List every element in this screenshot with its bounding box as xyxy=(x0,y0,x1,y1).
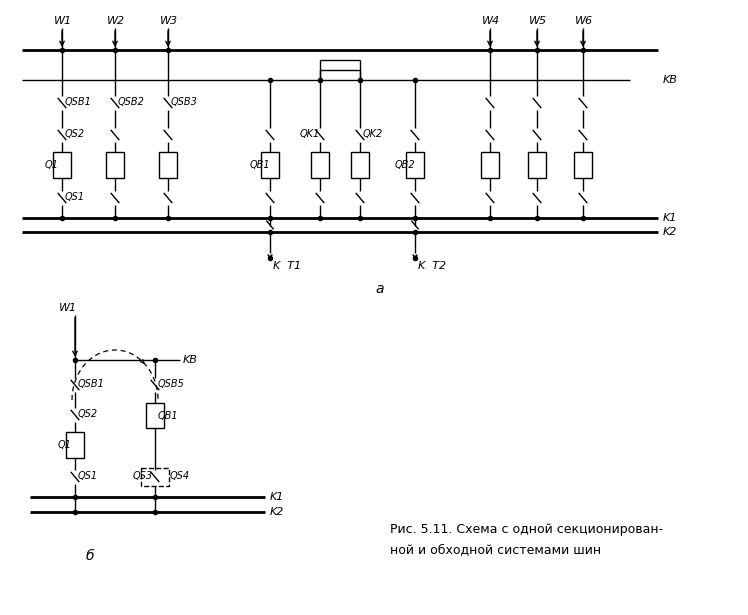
Text: K  T1: K T1 xyxy=(273,261,301,271)
Text: K2: K2 xyxy=(270,507,284,517)
Bar xyxy=(351,152,369,178)
Text: QSB1: QSB1 xyxy=(65,97,92,107)
Bar xyxy=(146,403,164,428)
Bar xyxy=(574,152,592,178)
Text: QSB3: QSB3 xyxy=(171,97,198,107)
Bar xyxy=(53,152,71,178)
Bar xyxy=(261,152,279,178)
Bar xyxy=(311,152,329,178)
Text: K1: K1 xyxy=(270,492,284,502)
Text: W3: W3 xyxy=(160,16,178,26)
Text: a: a xyxy=(375,282,384,296)
Text: QB1: QB1 xyxy=(250,160,271,170)
Text: QS4: QS4 xyxy=(170,471,190,481)
Bar xyxy=(528,152,546,178)
Text: K  T2: K T2 xyxy=(418,261,446,271)
Text: QS1: QS1 xyxy=(78,471,98,481)
Text: QSB2: QSB2 xyxy=(118,97,145,107)
Bar xyxy=(106,152,124,178)
Text: QK1: QK1 xyxy=(300,129,320,139)
Text: W4: W4 xyxy=(482,16,500,26)
Bar xyxy=(66,432,84,458)
Text: QSB5: QSB5 xyxy=(158,379,185,389)
Text: Рис. 5.11. Схема с одной секционирован-: Рис. 5.11. Схема с одной секционирован- xyxy=(390,523,663,536)
Text: QS3: QS3 xyxy=(133,471,153,481)
Text: QSB1: QSB1 xyxy=(78,379,105,389)
Text: KB: KB xyxy=(183,355,198,365)
Text: W2: W2 xyxy=(107,16,125,26)
Text: K2: K2 xyxy=(663,227,678,237)
Text: б: б xyxy=(86,549,94,563)
Text: KB: KB xyxy=(663,75,678,85)
Text: QS1: QS1 xyxy=(65,192,85,202)
Text: W1: W1 xyxy=(54,16,72,26)
Text: ной и обходной системами шин: ной и обходной системами шин xyxy=(390,544,601,557)
Text: QS2: QS2 xyxy=(78,409,98,419)
Text: QK2: QK2 xyxy=(363,129,383,139)
Text: W6: W6 xyxy=(575,16,593,26)
Text: K1: K1 xyxy=(663,213,678,223)
Bar xyxy=(406,152,424,178)
Text: W1: W1 xyxy=(59,303,77,313)
Text: Q1: Q1 xyxy=(58,440,72,450)
Bar xyxy=(141,468,169,486)
Text: QS2: QS2 xyxy=(65,129,85,139)
Text: W5: W5 xyxy=(529,16,547,26)
Text: QB1: QB1 xyxy=(158,410,179,421)
Bar xyxy=(481,152,499,178)
Bar xyxy=(159,152,177,178)
Text: Q1: Q1 xyxy=(45,160,59,170)
Text: QB2: QB2 xyxy=(395,160,416,170)
